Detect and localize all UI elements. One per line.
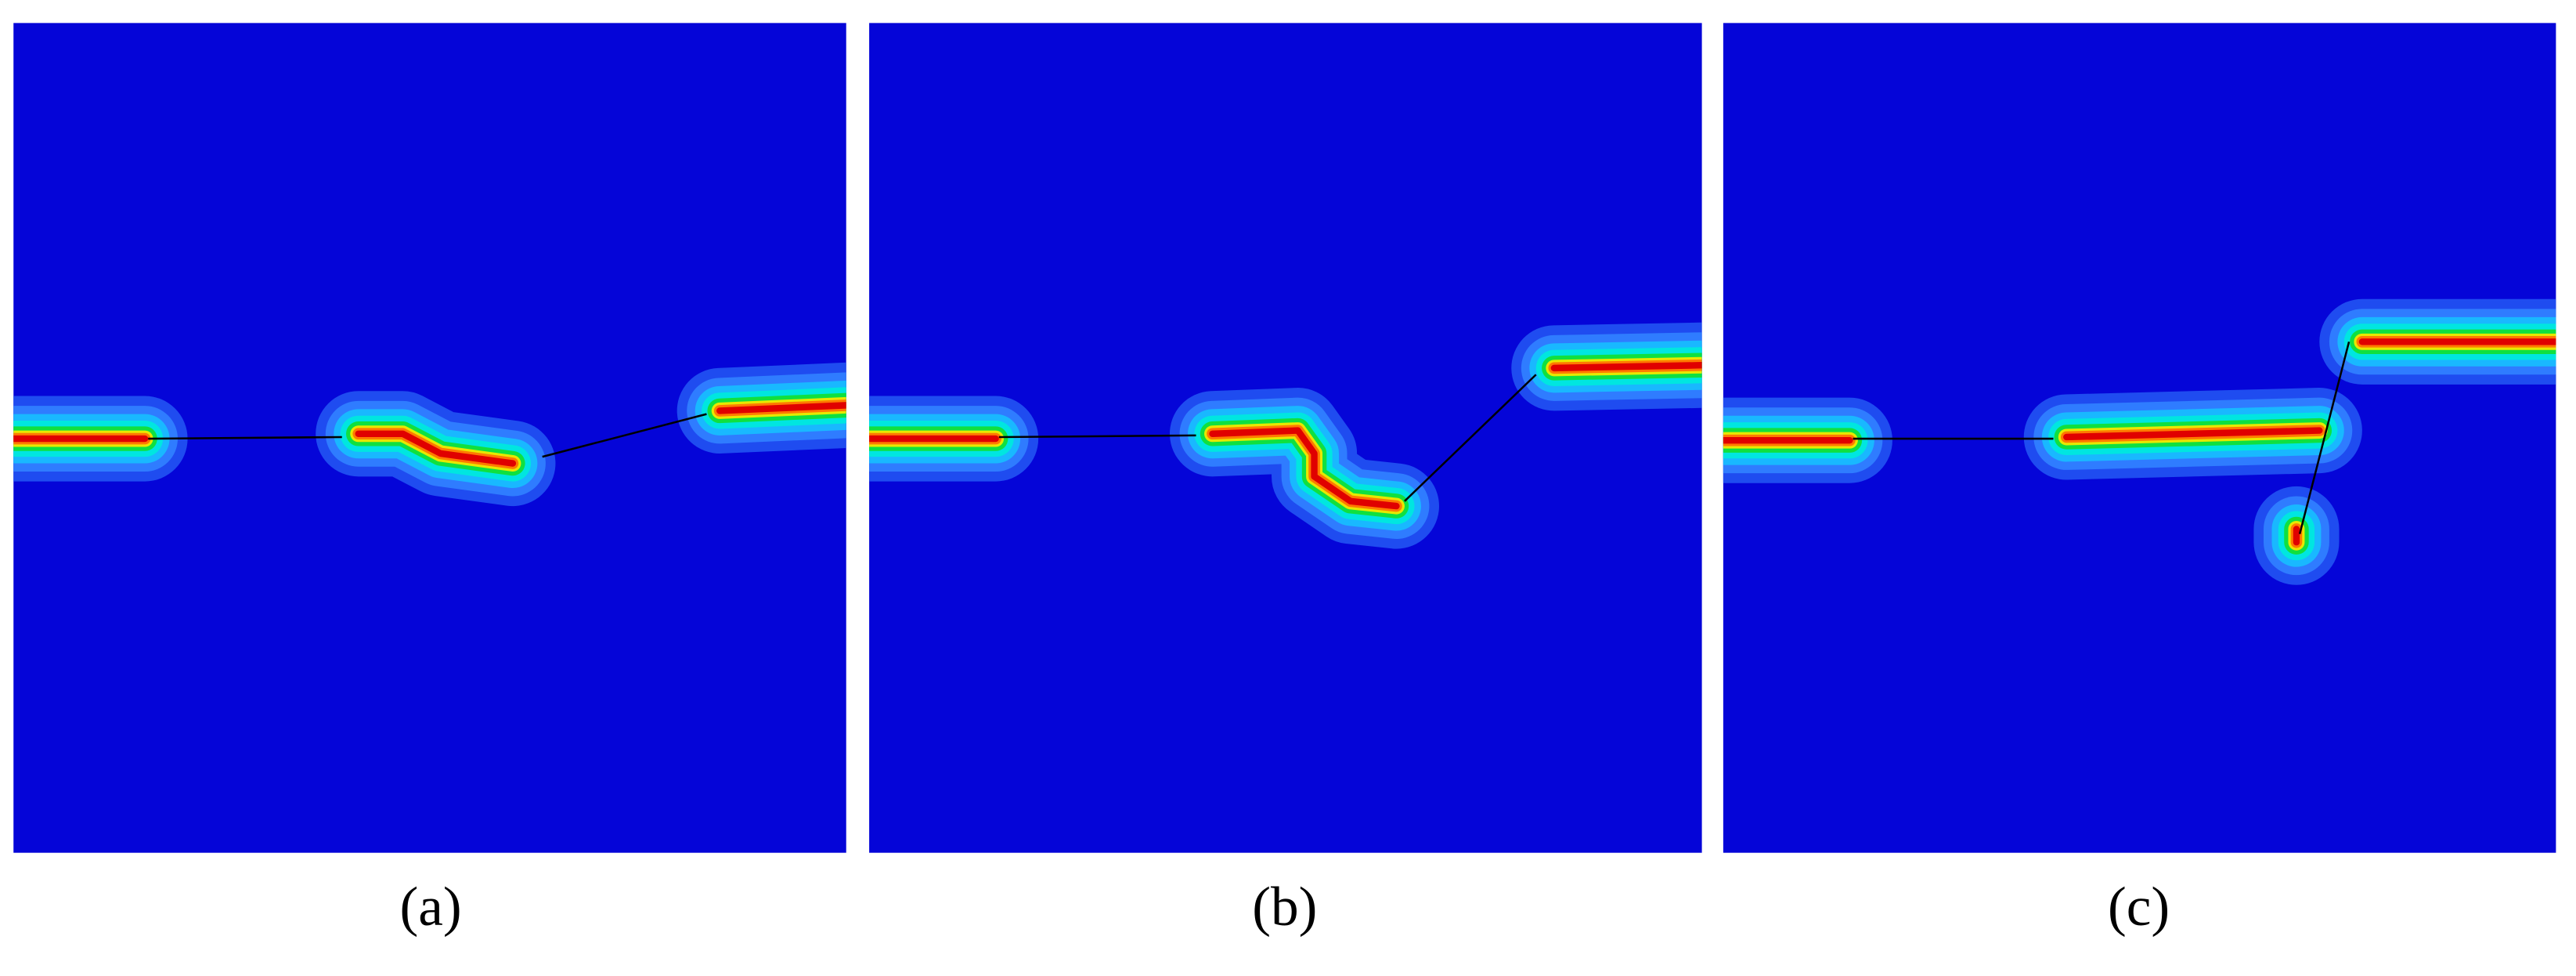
contour-band [716, 402, 846, 414]
crack-line [998, 434, 1196, 439]
contour-band [355, 430, 517, 467]
contour-band [1209, 427, 1400, 510]
crack-line [2298, 341, 2351, 535]
crack-line [148, 436, 342, 440]
crack-line [1404, 374, 1537, 502]
panel-a-contours [13, 362, 846, 507]
panel-c-contours [1723, 298, 2556, 585]
panel-label: (a) [399, 876, 461, 938]
crack-line [542, 413, 707, 458]
panel-label: (b) [1252, 876, 1317, 938]
panel-label: (c) [2108, 876, 2170, 938]
contour-band [1550, 362, 1702, 372]
contour-band [2063, 427, 2323, 441]
panel-b-contours [869, 322, 1702, 549]
